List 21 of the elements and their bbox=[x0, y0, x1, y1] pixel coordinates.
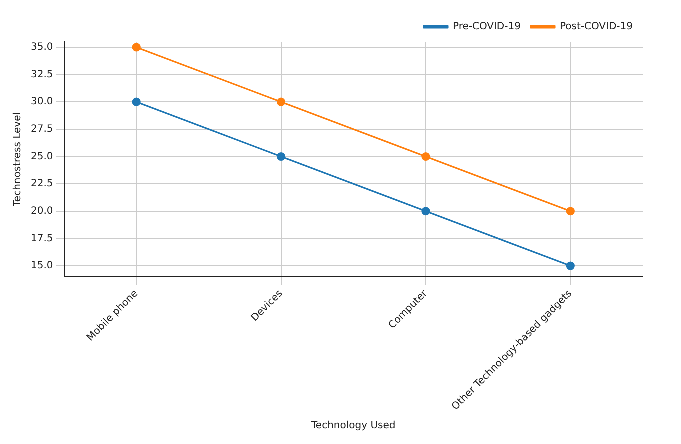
point bbox=[422, 152, 430, 162]
y-tick-label: 15.0 bbox=[31, 260, 54, 272]
y-tick-label: 35.0 bbox=[31, 42, 54, 54]
y-tick-label: 27.5 bbox=[31, 124, 54, 136]
legend-label: Post-COVID-19 bbox=[560, 22, 634, 33]
point bbox=[566, 262, 575, 270]
y-tick-label: 20.0 bbox=[31, 206, 54, 217]
point bbox=[566, 207, 575, 216]
point bbox=[276, 152, 286, 162]
y-axis-title: Technostress Level bbox=[12, 112, 24, 208]
point bbox=[132, 43, 141, 52]
x-axis-title: Technology Used bbox=[310, 420, 396, 432]
y-tick-label: 30.0 bbox=[31, 96, 54, 108]
y-tick-label: 25.0 bbox=[31, 151, 54, 162]
point bbox=[276, 98, 286, 106]
legend-label: Pre-COVID-19 bbox=[452, 22, 521, 33]
y-tick-label: 32.5 bbox=[31, 69, 54, 80]
point bbox=[132, 98, 141, 106]
point bbox=[422, 207, 430, 216]
y-tick-label: 17.5 bbox=[31, 233, 54, 244]
y-tick-label: 22.5 bbox=[31, 178, 54, 190]
